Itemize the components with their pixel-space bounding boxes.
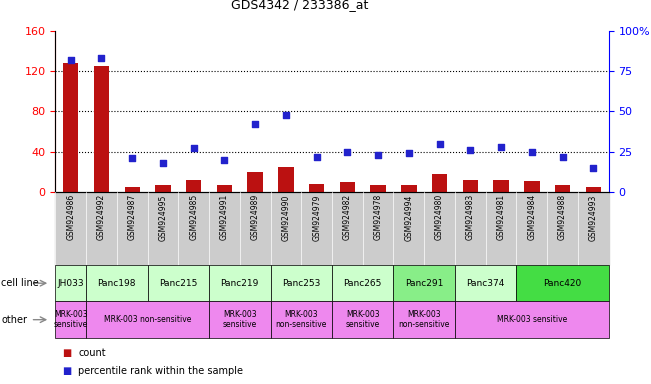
Bar [401, 185, 417, 192]
Text: GSM924982: GSM924982 [343, 194, 352, 240]
Text: cell line: cell line [1, 278, 39, 288]
Bar [186, 180, 201, 192]
Point [404, 150, 414, 156]
Point [373, 152, 383, 158]
Bar [247, 172, 263, 192]
Text: GSM924981: GSM924981 [497, 194, 506, 240]
Text: GSM924995: GSM924995 [158, 194, 167, 240]
Point [311, 154, 322, 160]
Text: GSM924985: GSM924985 [189, 194, 198, 240]
Text: ■: ■ [62, 366, 71, 376]
Bar [586, 187, 601, 192]
Text: MRK-003
sensitive: MRK-003 sensitive [53, 310, 88, 329]
Bar [94, 66, 109, 192]
Text: MRK-003 non-sensitive: MRK-003 non-sensitive [104, 315, 191, 324]
Bar [370, 185, 386, 192]
Text: other: other [1, 314, 27, 325]
Text: MRK-003
sensitive: MRK-003 sensitive [223, 310, 257, 329]
Text: GSM924993: GSM924993 [589, 194, 598, 240]
Bar [124, 187, 140, 192]
Text: JH033: JH033 [57, 279, 84, 288]
Bar [63, 63, 78, 192]
Point [189, 146, 199, 152]
Text: GSM924987: GSM924987 [128, 194, 137, 240]
Text: ■: ■ [62, 348, 71, 358]
Text: MRK-003 sensitive: MRK-003 sensitive [497, 315, 567, 324]
Text: GSM924984: GSM924984 [527, 194, 536, 240]
Text: MRK-003
sensitive: MRK-003 sensitive [346, 310, 380, 329]
Text: Panc291: Panc291 [405, 279, 443, 288]
Bar [340, 182, 355, 192]
Text: Panc265: Panc265 [344, 279, 382, 288]
Bar [217, 185, 232, 192]
Bar [309, 184, 324, 192]
Point [342, 149, 353, 155]
Bar [493, 180, 509, 192]
Text: Panc253: Panc253 [282, 279, 320, 288]
Text: MRK-003
non-sensitive: MRK-003 non-sensitive [275, 310, 327, 329]
Point [465, 147, 475, 153]
Point [496, 144, 506, 150]
Point [127, 155, 137, 161]
Point [158, 160, 168, 166]
Point [588, 165, 598, 171]
Bar [463, 180, 478, 192]
Text: GSM924986: GSM924986 [66, 194, 76, 240]
Point [281, 111, 291, 118]
Point [66, 57, 76, 63]
Text: GSM924994: GSM924994 [404, 194, 413, 240]
Text: GSM924989: GSM924989 [251, 194, 260, 240]
Point [557, 154, 568, 160]
Bar [432, 174, 447, 192]
Point [527, 149, 537, 155]
Text: Panc374: Panc374 [467, 279, 505, 288]
Text: GSM924990: GSM924990 [281, 194, 290, 240]
Text: percentile rank within the sample: percentile rank within the sample [78, 366, 243, 376]
Point [250, 121, 260, 127]
Text: GSM924991: GSM924991 [220, 194, 229, 240]
Text: GSM924992: GSM924992 [97, 194, 106, 240]
Text: Panc198: Panc198 [98, 279, 136, 288]
Point [96, 55, 107, 61]
Text: GSM924988: GSM924988 [558, 194, 567, 240]
Text: GSM924980: GSM924980 [435, 194, 444, 240]
Text: Panc219: Panc219 [221, 279, 259, 288]
Text: GSM924978: GSM924978 [374, 194, 383, 240]
Text: GSM924983: GSM924983 [466, 194, 475, 240]
Text: GSM924979: GSM924979 [312, 194, 321, 240]
Bar [555, 185, 570, 192]
Bar [155, 185, 171, 192]
Text: Panc215: Panc215 [159, 279, 197, 288]
Bar [278, 167, 294, 192]
Text: count: count [78, 348, 105, 358]
Text: GDS4342 / 233386_at: GDS4342 / 233386_at [230, 0, 368, 12]
Text: Panc420: Panc420 [544, 279, 582, 288]
Point [434, 141, 445, 147]
Text: MRK-003
non-sensitive: MRK-003 non-sensitive [398, 310, 450, 329]
Bar [524, 181, 540, 192]
Point [219, 157, 230, 163]
